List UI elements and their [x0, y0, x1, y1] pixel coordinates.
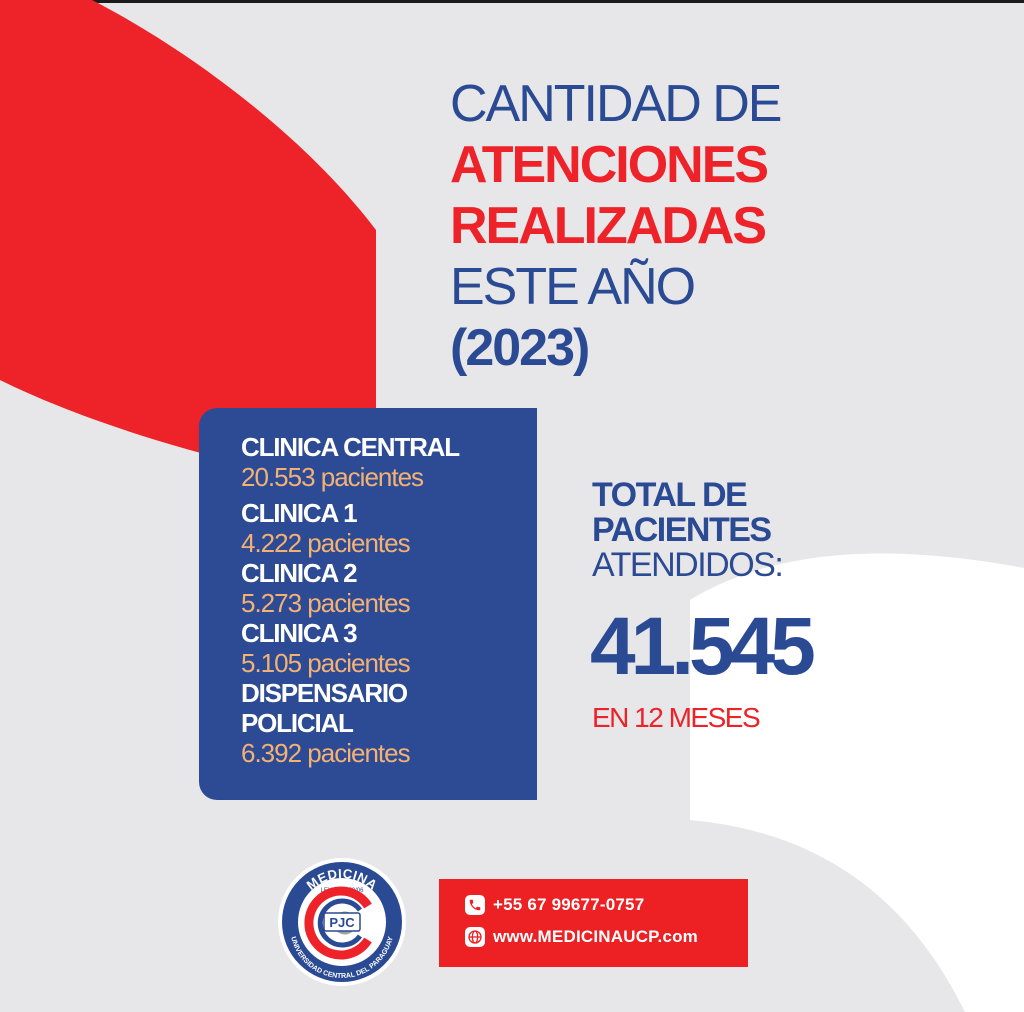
red-swoosh-shape: [0, 0, 376, 488]
headline-line-3: REALIZADAS: [450, 197, 767, 255]
headline-line-5: (2023): [450, 319, 590, 377]
logo-initials: PJC: [329, 915, 355, 930]
top-border: [0, 0, 1024, 3]
website-row: www.MEDICINAUCP.com: [465, 927, 698, 947]
phone-icon: [465, 895, 485, 915]
headline-line-1: CANTIDAD DE: [450, 75, 782, 133]
headline: CANTIDAD DE ATENCIONES REALIZADAS ESTE A…: [450, 74, 782, 379]
clinic-name: POLICIAL: [241, 708, 354, 738]
total-label-line-1: TOTAL DE: [592, 476, 748, 514]
clinic-patient-count: 5.105 pacientes: [241, 648, 411, 678]
total-label-line-3: ATENDIDOS:: [592, 546, 784, 584]
clinic-name: CLINICA 1: [241, 498, 358, 528]
phone-number[interactable]: +55 67 99677-0757: [493, 895, 645, 914]
clinic-name: CLINICA 2: [241, 558, 358, 588]
total-label: TOTAL DE PACIENTES ATENDIDOS:: [592, 476, 784, 584]
total-patients-number: 41.545: [590, 601, 816, 692]
clinic-patient-count: 5.273 pacientes: [241, 588, 411, 618]
contact-box: +55 67 99677-0757 www.MEDICINAUCP.com: [439, 879, 748, 967]
headline-line-4: ESTE AÑO: [450, 258, 696, 316]
white-curve-shape: [690, 553, 1024, 1012]
clinics-panel: [199, 408, 537, 800]
globe-icon: [465, 927, 485, 947]
clinic-list: CLINICA CENTRAL 20.553 pacientes CLINICA…: [241, 432, 460, 768]
total-period: EN 12 MESES: [592, 702, 761, 733]
headline-line-2: ATENCIONES: [450, 136, 769, 194]
clinic-name: DISPENSARIO: [241, 678, 408, 708]
clinic-patient-count: 6.392 pacientes: [241, 738, 411, 768]
total-label-line-2: PACIENTES: [592, 511, 772, 549]
website-link[interactable]: www.MEDICINAUCP.com: [493, 927, 698, 946]
clinic-patient-count: 20.553 pacientes: [241, 462, 424, 492]
university-logo: MEDICINA LEY N° 3153/06 PJC UNIVERSIDAD …: [278, 858, 406, 986]
clinic-name: CLINICA CENTRAL: [241, 432, 460, 462]
phone-row: +55 67 99677-0757: [465, 895, 644, 915]
clinic-name: CLINICA 3: [241, 618, 358, 648]
clinic-patient-count: 4.222 pacientes: [241, 528, 411, 558]
